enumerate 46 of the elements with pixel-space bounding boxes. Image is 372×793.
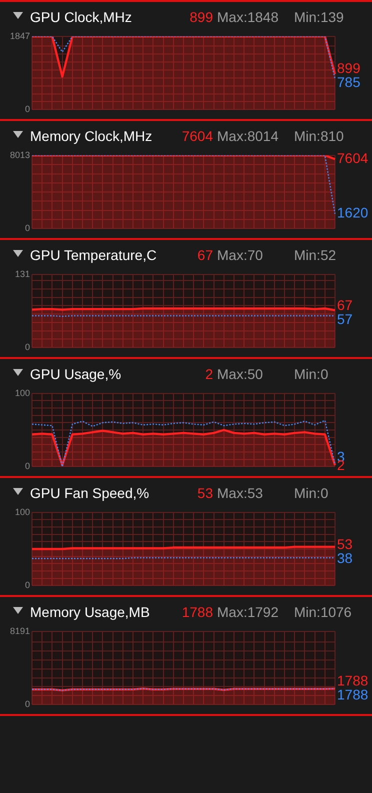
- chart-title: GPU Fan Speed,%: [30, 485, 150, 501]
- text: 1620: [337, 204, 368, 221]
- text: Max:70: [217, 247, 263, 263]
- text: Min:0: [294, 366, 328, 382]
- text: 899: [337, 60, 361, 76]
- text: 1788: [182, 604, 213, 620]
- text: Max:1848: [217, 9, 278, 25]
- y-tick-label: 0: [24, 580, 30, 590]
- text: 57: [337, 310, 353, 327]
- chart-title: GPU Clock,MHz: [30, 9, 132, 25]
- y-tick-label: 8191: [10, 626, 30, 636]
- y-tick-label: 1847: [10, 30, 30, 41]
- text: Min:810: [294, 128, 344, 144]
- chart-title: Memory Usage,MB: [30, 604, 150, 620]
- text: 53: [337, 536, 353, 552]
- y-tick-label: 0: [24, 699, 30, 710]
- y-tick-label: 0: [24, 104, 30, 114]
- text: 1788: [337, 672, 368, 688]
- chart-title: GPU Temperature,C: [30, 247, 157, 263]
- text: 899: [190, 9, 213, 25]
- text: 67: [337, 296, 353, 313]
- text: 1788: [337, 686, 368, 702]
- text: Min:0: [294, 485, 328, 501]
- text: Max:53: [217, 485, 263, 501]
- chart-title: Memory Clock,MHz: [30, 128, 152, 144]
- y-tick-label: 100: [14, 388, 30, 398]
- y-tick-label: 0: [24, 342, 30, 352]
- text: 38: [337, 550, 353, 566]
- text: 785: [337, 74, 361, 90]
- chart-title: GPU Usage,%: [30, 366, 122, 382]
- text: 7604: [182, 128, 213, 144]
- text: 7604: [337, 150, 368, 166]
- text: Max:50: [217, 366, 263, 382]
- y-tick-label: 0: [24, 223, 30, 234]
- y-tick-label: 131: [14, 268, 30, 279]
- y-tick-label: 8013: [10, 150, 30, 160]
- text: Min:1076: [294, 604, 352, 620]
- y-tick-label: 100: [14, 506, 30, 517]
- text: Min:52: [294, 247, 336, 263]
- text: 53: [197, 485, 213, 501]
- text: Max:1792: [217, 604, 278, 620]
- text: Max:8014: [217, 128, 278, 144]
- text: Min:139: [294, 9, 344, 25]
- y-tick-label: 0: [24, 461, 30, 472]
- text: 67: [197, 247, 213, 263]
- text: 2: [205, 366, 213, 382]
